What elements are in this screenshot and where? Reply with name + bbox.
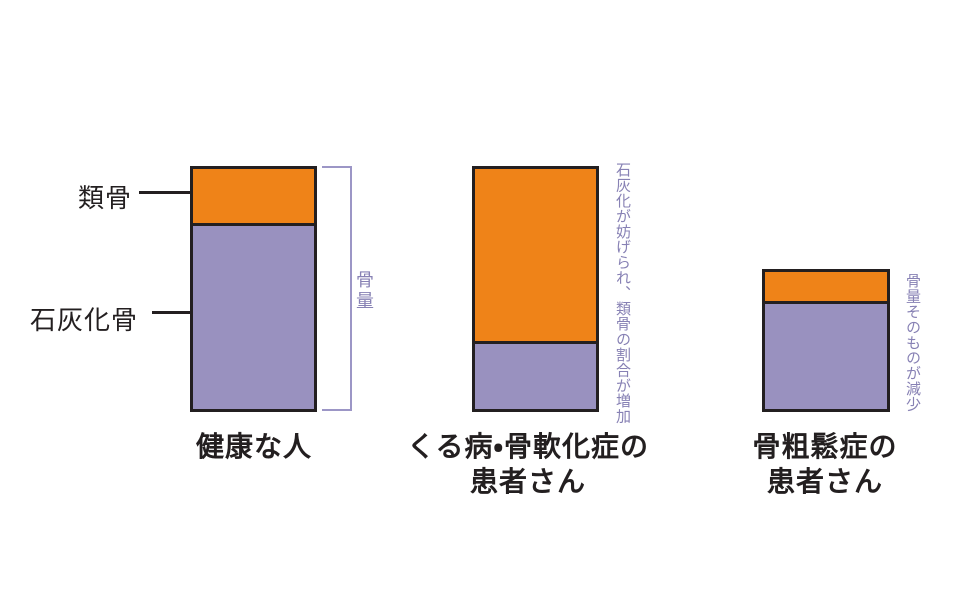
caption-line: くる病・骨軟化症の (407, 431, 649, 462)
caption-osteoporosis: 骨粗鬆症の 患者さん (752, 429, 897, 499)
caption-line: 健康な人 (195, 431, 313, 462)
osteoid-label: 類骨 (78, 183, 133, 213)
bar-osteoporosis (762, 269, 890, 412)
bar-rickets-osteomalacia (472, 166, 599, 412)
calcified-bone-segment (475, 344, 596, 409)
osteoid-pointer-line (139, 191, 224, 194)
caption-healthy: 健康な人 (196, 429, 312, 464)
osteoporosis-annotation: 骨量そのものが減少 (904, 273, 921, 412)
bar-healthy (190, 166, 317, 412)
caption-line: 骨粗鬆症の (752, 431, 898, 462)
caption-line: 患者さん (766, 466, 884, 497)
calcified-bone-segment (765, 304, 887, 409)
osteoid-segment (475, 169, 596, 344)
calcified-bone-segment (193, 226, 314, 409)
rickets-annotation: 石灰化が妨げられ、類骨の割合が増加 (614, 162, 631, 424)
bone-mass-bracket-label: 骨量 (354, 270, 374, 312)
osteoid-segment (193, 169, 314, 226)
bone-mass-bracket (322, 166, 352, 411)
caption-line: 患者さん (469, 466, 586, 497)
osteoid-segment (765, 272, 887, 304)
calcified-bone-pointer-line (152, 311, 224, 314)
caption-rickets-osteomalacia: くる病・骨軟化症の 患者さん (407, 429, 649, 499)
calcified-bone-label: 石灰化骨 (30, 305, 139, 335)
